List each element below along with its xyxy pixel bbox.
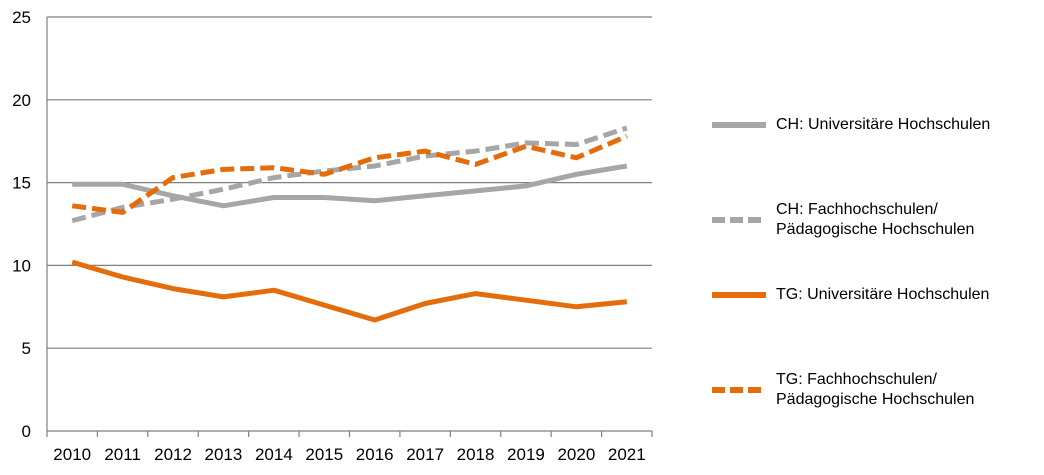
y-tick-label: 15 [12, 174, 31, 193]
legend-item-tg-uni: TG: Universitäre Hochschulen [712, 285, 989, 305]
x-tick-label: 2010 [53, 445, 91, 464]
x-tick-label: 2019 [507, 445, 545, 464]
y-tick-label: 25 [12, 8, 31, 27]
x-tick-label: 2011 [104, 445, 141, 464]
legend-label-tg-uni: TG: Universitäre Hochschulen [776, 286, 990, 303]
x-tick-label: 2021 [608, 445, 646, 464]
x-tick-label: 2017 [406, 445, 444, 464]
legend-item-ch-fh: CH: Fachhochschulen/ Pädagogische Hochsc… [712, 200, 974, 240]
x-tick-label: 2012 [154, 445, 192, 464]
series-line-3 [71, 259, 628, 323]
x-tick-label: 2018 [457, 445, 495, 464]
y-tick-label: 0 [22, 422, 31, 441]
legend-label-tg-fh: TG: Fachhochschulen/ Pädagogische Hochsc… [776, 371, 975, 408]
legend-swatch-ch-fh [712, 217, 766, 223]
legend-item-ch-uni: CH: Universitäre Hochschulen [712, 115, 990, 135]
legend-swatch-tg-fh [712, 387, 766, 393]
series-line-4 [71, 133, 628, 215]
gridlines [47, 16, 652, 349]
x-tick-label: 2014 [255, 445, 293, 464]
y-tick-label: 5 [22, 339, 31, 358]
legend-label-ch-uni: CH: Universitäre Hochschulen [776, 116, 991, 133]
x-tick-label: 2013 [205, 445, 243, 464]
legend-item-tg-fh: TG: Fachhochschulen/ Pädagogische Hochsc… [712, 370, 974, 410]
series-lines [71, 125, 628, 323]
series-line-1 [72, 163, 628, 209]
legend-swatch-tg-uni [712, 292, 766, 298]
x-tick-label: 2016 [356, 445, 394, 464]
y-tick-label: 20 [12, 91, 31, 110]
legend-swatch-ch-uni [712, 122, 766, 128]
x-tick-label: 2020 [557, 445, 595, 464]
series-line-2 [71, 125, 628, 224]
y-tick-label: 10 [12, 256, 31, 275]
legend-label-ch-fh: CH: Fachhochschulen/ Pädagogische Hochsc… [776, 201, 975, 238]
x-tick-labels: 2010 2011 2012 2013 2014 2015 2016 2017 2018 2019… [53, 445, 645, 464]
axes [46, 17, 653, 437]
x-tick-label: 2015 [305, 445, 343, 464]
y-tick-labels: 0 5 10 15 20 25 [12, 8, 31, 441]
